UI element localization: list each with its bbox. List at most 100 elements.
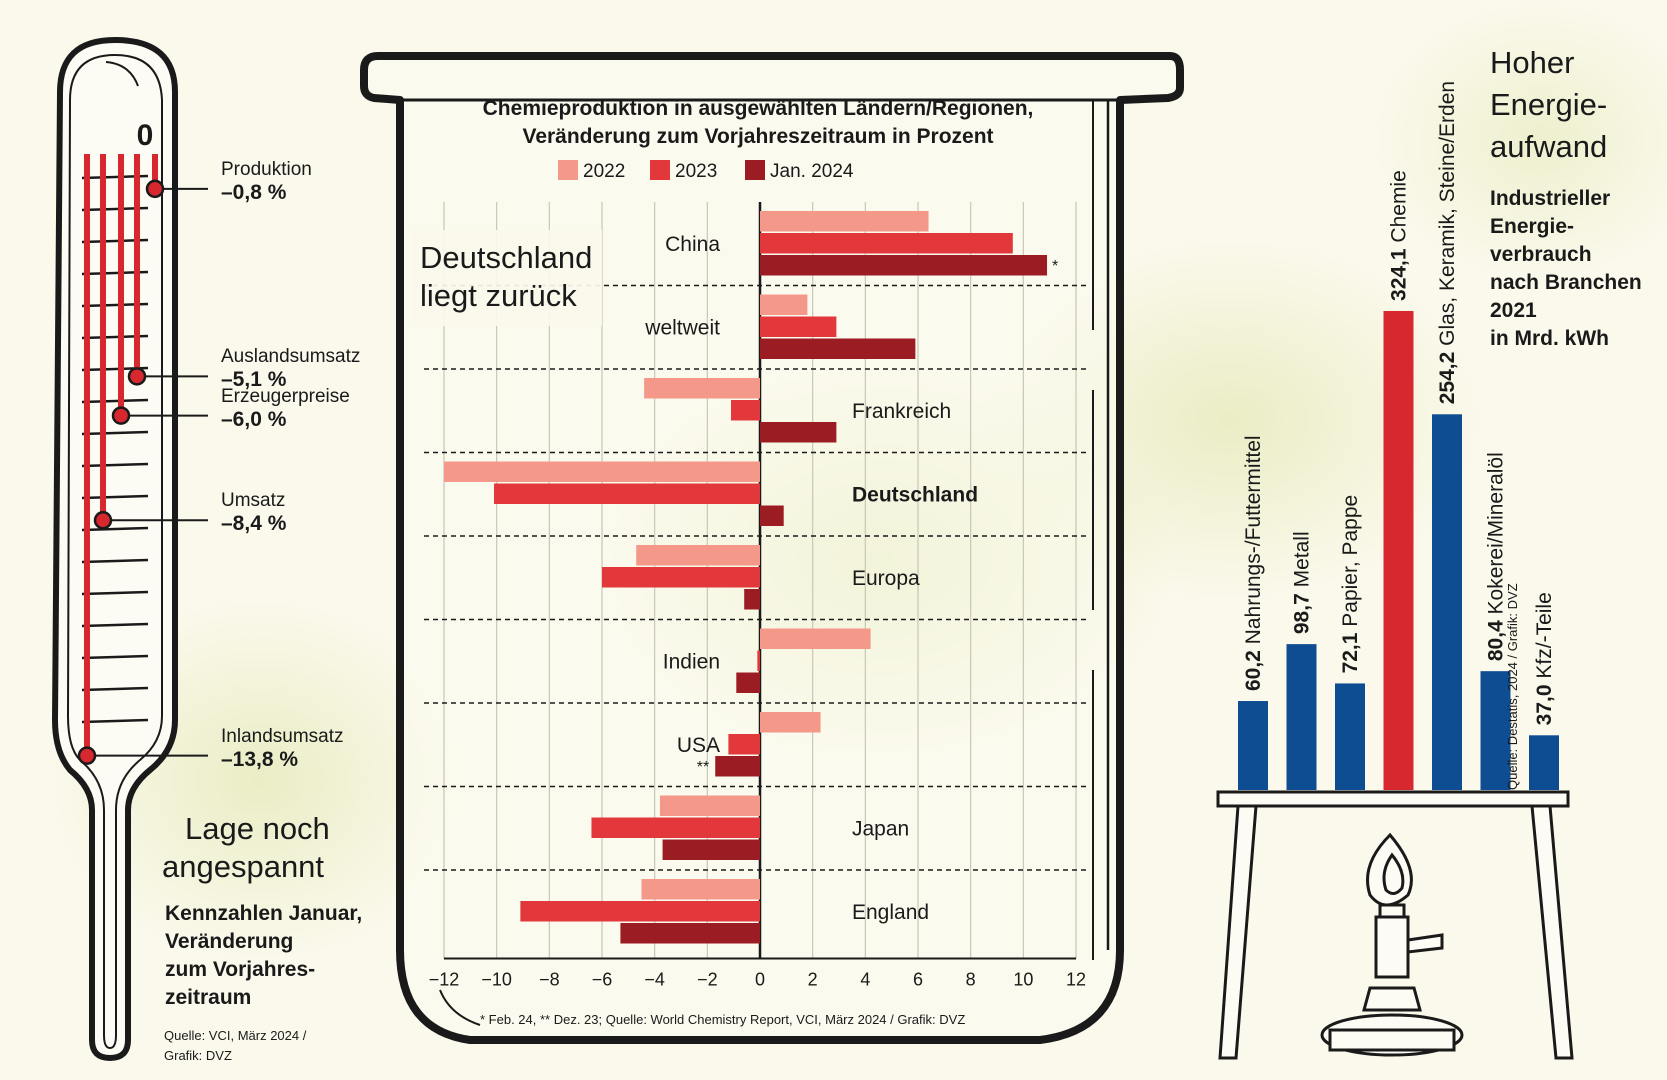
tripod-top <box>1216 790 1570 808</box>
energy-bar-category: Nahrungs-/Futtermittel <box>1242 435 1265 650</box>
chart-x-ticks: −12 −10 −8 −6 −4 −2 0 2 4 6 8 10 12 <box>429 970 1086 990</box>
x-tick-label: −10 <box>481 970 512 990</box>
thermometer-headline-1: Lage noch <box>185 811 330 846</box>
bar <box>760 338 916 359</box>
beaker-headline-backdrop <box>412 230 602 326</box>
chart-annotations: *** <box>697 258 1058 776</box>
thermometer-inner-outline <box>66 53 163 1050</box>
energy-bar <box>1335 683 1365 790</box>
legend-label: Jan. 2024 <box>770 161 854 182</box>
energy-headline-3: aufwand <box>1490 129 1608 164</box>
thermometer-tick <box>81 462 149 468</box>
thermometer-source-1: Quelle: VCI, März 2024 / <box>164 1028 307 1043</box>
bar <box>715 756 760 777</box>
thermometer-indicator-label: Auslandsumsatz <box>221 346 361 368</box>
energy-headline-1: Hoher <box>1490 45 1575 80</box>
bar <box>520 901 760 922</box>
bar <box>760 255 1048 276</box>
bar <box>744 589 760 610</box>
bar <box>760 422 837 443</box>
energy-chart: 60,2 Nahrungs-/Futtermittel 98,7 Metall 72… <box>1216 81 1574 1060</box>
bar <box>757 650 760 671</box>
x-tick-label: −4 <box>644 970 665 990</box>
bar <box>602 567 760 588</box>
bar <box>760 628 871 649</box>
bar <box>494 483 760 504</box>
energy-subtitle-6: in Mrd. kWh <box>1490 327 1609 350</box>
category-label: USA <box>677 734 720 757</box>
bunsen-burner-icon <box>1320 832 1464 1057</box>
legend-label: 2022 <box>583 161 625 182</box>
bar <box>760 316 837 337</box>
thermometer-zero-label: 0 <box>137 119 154 152</box>
bar <box>760 294 808 315</box>
x-tick-label: 0 <box>755 970 765 990</box>
beaker-headline-2: liegt zurück <box>420 278 577 313</box>
chart-category-labels: China weltweit Frankreich Deutschland Europa… <box>644 233 978 924</box>
thermometer-tick <box>81 654 149 660</box>
category-label: Japan <box>852 818 909 841</box>
thermometer-headline-2: angespannt <box>162 849 325 884</box>
bar <box>444 461 760 482</box>
energy-subtitle-2: Energie- <box>1490 215 1575 238</box>
bar <box>662 839 760 860</box>
energy-bar <box>1286 644 1317 790</box>
thermometer-marker <box>93 510 113 530</box>
thermometer-tick <box>81 686 149 692</box>
energy-bar-value: 254,2 <box>1436 352 1459 405</box>
thermometer-indicator-value: –13,8 % <box>221 747 299 771</box>
chart-title-line-2: Veränderung zum Vorjahreszeitraum in Pro… <box>522 125 993 148</box>
thermometer-indicator-label: Inlandsumsatz <box>221 725 344 747</box>
thermometer-subtitle-1: Kennzahlen Januar, <box>165 902 363 925</box>
energy-bar <box>1529 735 1559 790</box>
tripod-leg-right <box>1530 804 1574 1060</box>
x-tick-label: 4 <box>860 970 870 990</box>
bar <box>636 545 760 566</box>
bar <box>736 672 760 693</box>
x-tick-label: −8 <box>539 970 560 990</box>
beaker-chart: Chemieproduktion in ausgewählten Ländern… <box>360 52 1184 1044</box>
x-tick-label: −2 <box>697 970 718 990</box>
legend-label: 2023 <box>675 161 717 182</box>
thermometer-indicator-label: Erzeugerpreise <box>221 385 350 407</box>
thermometer-tick <box>81 494 149 500</box>
thermometer-marker <box>127 367 147 386</box>
x-tick-label: 8 <box>966 970 976 990</box>
thermometer-tick <box>81 430 149 436</box>
legend-swatch <box>745 160 765 180</box>
thermometer-source-2: Grafik: DVZ <box>164 1048 232 1063</box>
thermometer-indicator-label: Produktion <box>221 158 312 180</box>
thermometer-tick <box>81 558 149 564</box>
x-tick-label: −6 <box>592 970 613 990</box>
energy-subtitle-1: Industrieller <box>1490 187 1611 210</box>
bar <box>760 505 784 526</box>
energy-bar-label: 324,1 Chemie <box>1388 170 1411 301</box>
thermometer-marker <box>111 406 131 425</box>
energy-bar-category: Glas, Keramik, Steine/Erden <box>1436 81 1459 352</box>
category-label: Frankreich <box>852 400 951 423</box>
energy-bar-label: 37,0 Kfz/-Teile <box>1533 592 1556 725</box>
category-label: weltweit <box>644 317 720 340</box>
thermometer-subtitle-3: zum Vorjahres- <box>165 958 316 981</box>
tripod-leg-left <box>1218 804 1258 1060</box>
bar <box>760 233 1013 254</box>
energy-bar-value: 60,2 <box>1242 650 1265 691</box>
energy-bar-label: 98,7 Metall <box>1291 531 1314 634</box>
bar <box>760 211 929 232</box>
energy-bar-category: Chemie <box>1388 170 1411 248</box>
energy-bar <box>1432 414 1462 790</box>
bar <box>659 795 760 816</box>
x-tick-label: 6 <box>913 970 923 990</box>
x-tick-label: 2 <box>808 970 818 990</box>
energy-bar-value: 72,1 <box>1339 632 1362 673</box>
energy-bar-value: 80,4 <box>1485 620 1508 661</box>
energy-bar-value: 324,1 <box>1388 248 1411 301</box>
thermometer-indicator-value: –0,8 % <box>221 180 287 204</box>
energy-bar <box>1238 701 1268 790</box>
energy-bar-category: Kokerei/Mineralöl <box>1485 452 1508 620</box>
bar <box>641 879 760 900</box>
bar <box>731 400 760 421</box>
chart-bars <box>444 211 1048 944</box>
thermometer-tick <box>81 622 149 628</box>
energy-labels: 60,2 Nahrungs-/Futtermittel 98,7 Metall 72… <box>1242 81 1556 725</box>
